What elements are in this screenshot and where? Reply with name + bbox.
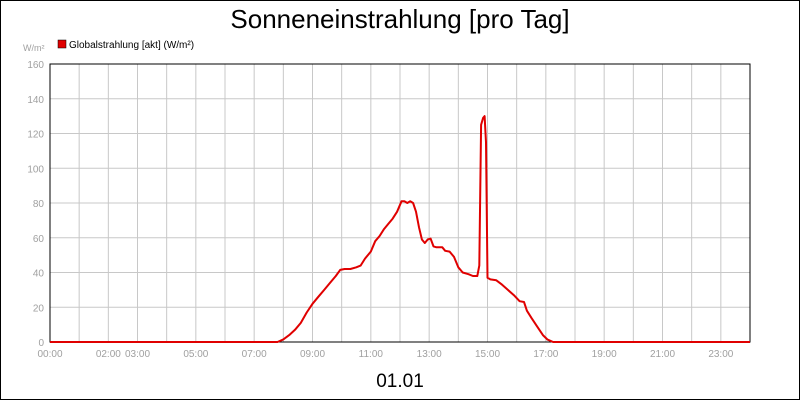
x-tick-label: 03:00 [125, 349, 150, 360]
y-tick-label: 140 [27, 95, 44, 106]
x-tick-label: 19:00 [592, 349, 617, 360]
x-tick-label: 23:00 [708, 349, 733, 360]
date-label: 01.01 [376, 371, 424, 392]
y-tick-label: 20 [33, 303, 45, 314]
x-tick-label: 17:00 [533, 349, 558, 360]
x-tick-label: 11:00 [359, 349, 384, 360]
x-tick-label: 09:00 [300, 349, 325, 360]
x-tick-labels: 00:00 02:00 03:00 05:00 07:00 09:00 11:00 13:00… [37, 349, 733, 360]
y-axis-unit: W/m² [23, 43, 45, 53]
plot-area-border [49, 63, 751, 343]
x-tick-label: 02:00 [96, 349, 121, 360]
x-tick-label: 05:00 [183, 349, 208, 360]
legend-label: Globalstrahlung [akt] (W/m²) [69, 40, 194, 51]
series-line-globalstrahlung [50, 115, 750, 343]
grid [50, 64, 750, 342]
y-tick-label: 80 [33, 199, 45, 210]
y-tick-label: 120 [27, 130, 44, 141]
x-tick-label: 13:00 [417, 349, 442, 360]
x-tick-label: 15:00 [475, 349, 500, 360]
x-tick-label: 00:00 [37, 349, 62, 360]
y-tick-label: 100 [27, 164, 44, 175]
chart-title: Sonneneinstrahlung [pro Tag] [230, 4, 569, 34]
legend-swatch [57, 39, 67, 49]
y-tick-label: 40 [33, 269, 45, 280]
y-tick-labels: 0 20 40 60 80 100 120 140 160 [27, 60, 44, 349]
y-tick-label: 60 [33, 234, 45, 245]
y-tick-label: 160 [27, 60, 44, 71]
x-tick-label: 21:00 [650, 349, 675, 360]
x-tick-label: 07:00 [242, 349, 267, 360]
y-tick-label: 0 [38, 338, 44, 349]
